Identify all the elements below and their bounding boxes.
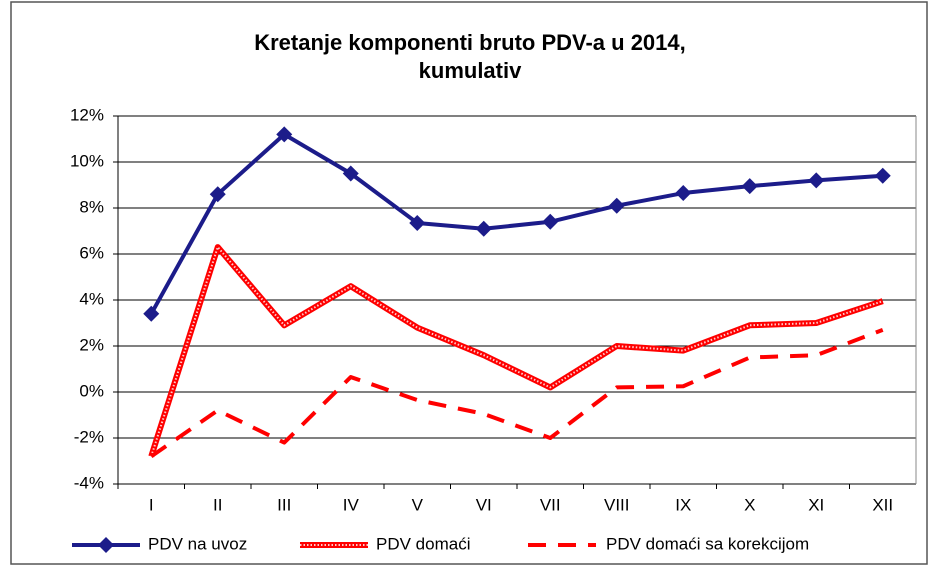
chart-title: kumulativ	[419, 58, 522, 83]
y-tick-label: 2%	[79, 335, 104, 354]
x-tick-label: IV	[343, 495, 360, 514]
x-tick-label: VI	[476, 495, 492, 514]
y-tick-label: 0%	[79, 381, 104, 400]
legend-label: PDV domaći	[376, 534, 470, 553]
x-tick-label: V	[412, 495, 424, 514]
data-point	[475, 220, 492, 237]
x-tick-label: XII	[872, 495, 893, 514]
y-tick-label: -4%	[74, 473, 104, 492]
legend-marker	[98, 537, 114, 553]
series-line	[149, 132, 883, 315]
legend-label: PDV na uvoz	[148, 534, 247, 553]
data-point	[276, 126, 293, 143]
series-line-texture	[150, 245, 884, 457]
x-tick-label: III	[277, 495, 291, 514]
x-tick-label: VIII	[604, 495, 630, 514]
data-point	[409, 214, 426, 231]
x-tick-label: VII	[540, 495, 561, 514]
y-tick-label: -2%	[74, 427, 104, 446]
data-point	[542, 213, 559, 230]
data-point	[741, 178, 758, 195]
x-tick-label: XI	[808, 495, 824, 514]
y-tick-label: 10%	[70, 151, 104, 170]
x-tick-label: IX	[675, 495, 691, 514]
data-point	[342, 165, 359, 182]
data-point	[608, 197, 625, 214]
x-tick-label: I	[149, 495, 154, 514]
series-line	[150, 328, 884, 459]
data-point	[675, 185, 692, 202]
y-tick-label: 6%	[79, 243, 104, 262]
chart-frame	[10, 1, 928, 565]
y-tick-label: 8%	[79, 197, 104, 216]
data-point	[143, 305, 160, 322]
y-tick-label: 12%	[70, 105, 104, 124]
data-point	[808, 172, 825, 189]
data-point	[209, 186, 226, 203]
x-tick-label: II	[213, 495, 222, 514]
x-tick-label: X	[744, 495, 755, 514]
y-tick-label: 4%	[79, 289, 104, 308]
legend-label: PDV domaći sa korekcijom	[606, 534, 809, 553]
chart-title: Kretanje komponenti bruto PDV-a u 2014,	[254, 30, 686, 55]
data-point	[874, 167, 891, 184]
